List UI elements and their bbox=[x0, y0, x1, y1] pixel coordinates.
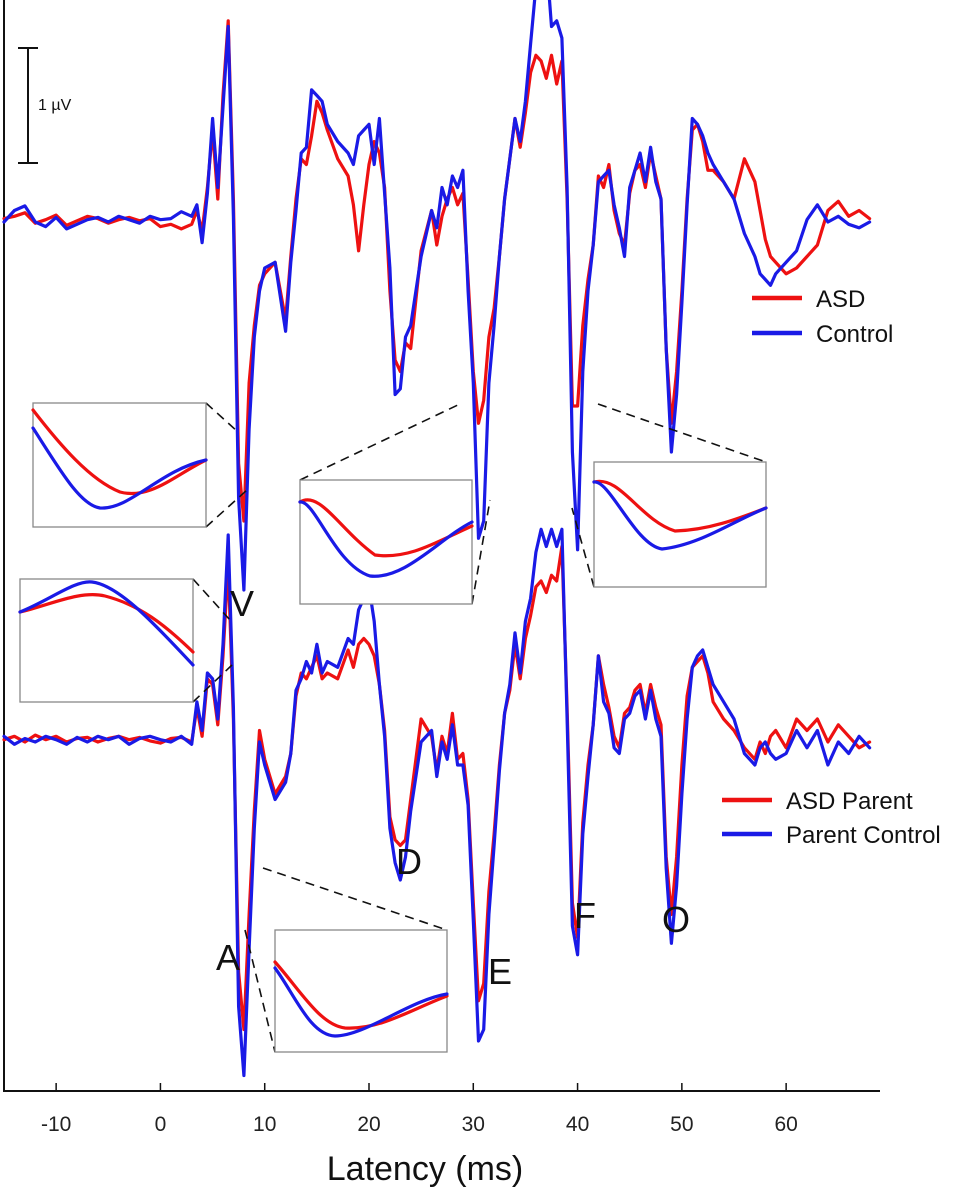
x-axis-ticks: -10 0 10 20 30 40 50 60 bbox=[41, 1083, 798, 1136]
x-tick-label: 50 bbox=[670, 1113, 693, 1136]
scale-bar: 1 µV bbox=[18, 47, 72, 164]
trace-control bbox=[2, 0, 872, 592]
inset-wave-e-top bbox=[298, 479, 474, 605]
x-tick-label: 0 bbox=[155, 1113, 167, 1136]
x-tick-label: 40 bbox=[566, 1113, 589, 1136]
peak-label-e: E bbox=[488, 951, 512, 992]
legend-label-asd: ASD bbox=[816, 286, 865, 313]
x-tick-label: 60 bbox=[774, 1113, 797, 1136]
peak-label-v: V bbox=[230, 583, 254, 624]
peak-label-a: A bbox=[216, 937, 240, 978]
legend-label-parent-control: Parent Control bbox=[786, 822, 941, 849]
peak-label-d: D bbox=[396, 841, 422, 882]
x-tick-label: -10 bbox=[41, 1113, 71, 1136]
peak-labels: V A D E F O bbox=[216, 583, 690, 992]
legend-top: ASD Control bbox=[752, 286, 893, 348]
inset-wave-a-bottom bbox=[273, 929, 449, 1053]
inset-wave-a-top bbox=[31, 402, 208, 528]
scale-bar-label: 1 µV bbox=[38, 97, 72, 114]
trace-parent-control bbox=[2, 527, 872, 1078]
peak-label-o: O bbox=[662, 899, 690, 940]
x-tick-label: 30 bbox=[462, 1113, 485, 1136]
legend-label-control: Control bbox=[816, 321, 893, 348]
inset-wave-f-top bbox=[592, 461, 768, 588]
legend-bottom: ASD Parent Parent Control bbox=[722, 788, 941, 849]
inset-wave-v-bottom bbox=[18, 578, 195, 703]
peak-label-f: F bbox=[574, 895, 596, 936]
x-tick-label: 20 bbox=[357, 1113, 380, 1136]
waveform-traces bbox=[2, 0, 872, 1078]
inset-connectors bbox=[192, 402, 767, 1053]
legend-label-asd-parent: ASD Parent bbox=[786, 788, 913, 815]
x-tick-label: 10 bbox=[253, 1113, 276, 1136]
x-axis-title: Latency (ms) bbox=[327, 1150, 524, 1188]
